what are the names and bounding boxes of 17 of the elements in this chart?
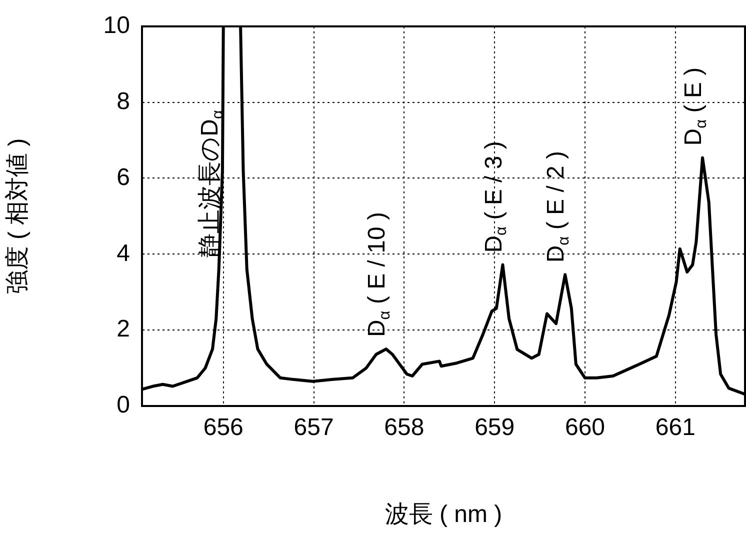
- x-tick-label: 656: [203, 414, 244, 442]
- x-tick-label: 661: [655, 414, 696, 442]
- y-tick-label: 0: [116, 392, 130, 419]
- annotation: Dα ( E ): [680, 67, 710, 146]
- y-tick-label: 2: [116, 316, 130, 343]
- x-axis-title: 波長 ( nm ): [384, 501, 502, 528]
- y-tick-label: 8: [116, 88, 130, 115]
- y-tick-label: 4: [116, 240, 130, 267]
- x-tick-label: 659: [474, 414, 515, 442]
- x-tick-label: 660: [564, 414, 606, 442]
- x-tick-label: 658: [384, 414, 424, 442]
- annotation: Dα ( E / 10 ): [364, 212, 394, 338]
- y-axis-title: 強度 ( 相対値 ): [4, 138, 32, 294]
- x-tick-label: 657: [294, 414, 334, 442]
- annotation: Dα ( E / 2 ): [542, 150, 573, 263]
- y-tick-label: 6: [116, 164, 130, 191]
- y-tick-label: 10: [103, 12, 130, 40]
